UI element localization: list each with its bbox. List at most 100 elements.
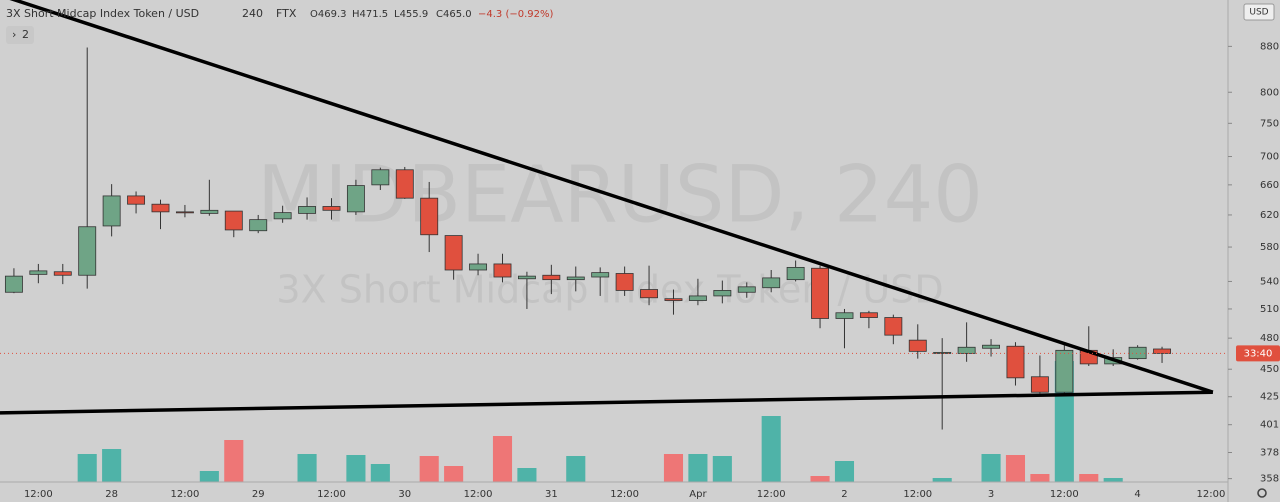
watermark-symbol: MIDBEARUSD, 240 <box>257 150 983 240</box>
volume-bar <box>370 464 390 482</box>
volume-bar <box>77 454 97 482</box>
y-tick-label: 700.0 <box>1260 152 1280 163</box>
ohlc-high: H471.5 <box>352 9 388 20</box>
candle-body <box>224 210 243 231</box>
candle-body <box>517 275 536 280</box>
volume-bar <box>663 454 684 482</box>
x-tick-label: 12:00 <box>1196 489 1225 500</box>
candle-body <box>444 235 463 271</box>
candle-body <box>664 298 683 301</box>
countdown-label: 33:40 <box>1244 348 1273 359</box>
x-tick-label: Apr <box>689 489 707 500</box>
ohlc-low: L455.9 <box>394 9 428 20</box>
x-tick-label: 12:00 <box>610 489 639 500</box>
candle-body <box>615 273 634 291</box>
volume-bar <box>1103 478 1123 482</box>
y-tick-label: 425.0 <box>1260 392 1280 403</box>
currency-label: USD <box>1249 8 1268 18</box>
candle-body <box>249 219 268 232</box>
candle-body <box>1128 346 1147 360</box>
candle-body <box>566 276 585 281</box>
gear[interactable] <box>1257 488 1267 498</box>
candle-body <box>420 197 439 236</box>
settings-icon[interactable] <box>1257 488 1267 498</box>
candle-body <box>957 346 976 354</box>
indicators-arrow: › <box>12 28 16 41</box>
y-tick-label: 540.0 <box>1260 276 1280 287</box>
x-tick-label: 12:00 <box>757 489 786 500</box>
candle-body <box>175 211 194 214</box>
volume-bar <box>517 468 537 482</box>
volume-bar <box>224 440 244 482</box>
y-tick-label: 580.0 <box>1260 242 1280 253</box>
volume-bar <box>346 455 366 482</box>
x-tick-label: 12:00 <box>903 489 932 500</box>
candle-body <box>371 169 390 186</box>
candle-body <box>762 277 781 289</box>
y-tick-label: 750.0 <box>1260 118 1280 129</box>
candle-body <box>493 263 512 278</box>
candle-body <box>346 185 365 213</box>
volume-bar <box>761 416 781 482</box>
volume-bar <box>419 456 439 482</box>
candle-body <box>835 312 854 319</box>
exchange: FTX <box>276 7 297 20</box>
currency-button[interactable] <box>1243 3 1275 21</box>
candle-body <box>78 226 97 276</box>
candle-body <box>53 271 72 276</box>
candle-body <box>29 270 48 275</box>
candle-body <box>1153 348 1171 354</box>
candles <box>4 47 1171 430</box>
ohlc-close: C465.0 <box>436 9 472 20</box>
candle-body <box>908 339 927 352</box>
candle-body <box>469 263 488 271</box>
y-tick-label: 480.0 <box>1260 333 1280 344</box>
indicators-toggle[interactable] <box>6 26 34 44</box>
x-tick-label: 12:00 <box>24 489 53 500</box>
countdown-tag <box>1236 345 1280 362</box>
y-tick-label: 378.5 <box>1260 447 1280 458</box>
trendline <box>9 0 1214 394</box>
x-tick-label: 12:00 <box>171 489 200 500</box>
indicators-count: 2 <box>22 28 29 41</box>
candle-body <box>859 312 878 318</box>
candle-body <box>298 206 317 214</box>
candle-body <box>1006 345 1025 379</box>
volume-bar <box>981 454 1001 482</box>
candle-body <box>688 295 707 301</box>
x-tick-label: 2 <box>841 489 847 500</box>
candle-body <box>4 275 23 293</box>
ohlc-open: O469.3 <box>310 9 347 20</box>
candle-body <box>395 169 414 199</box>
x-tick-label: 4 <box>1134 489 1140 500</box>
volume-bar <box>492 436 513 482</box>
y-tick-label: 358.5 <box>1260 474 1280 485</box>
volume-bar <box>688 454 708 482</box>
candle-body <box>737 286 756 293</box>
candle-body <box>591 272 610 278</box>
volume-bar <box>199 471 219 482</box>
volume-bar <box>297 454 317 482</box>
y-tick-label: 660.0 <box>1260 180 1280 191</box>
volume-bar <box>932 478 952 482</box>
y-tick-label: 510.0 <box>1260 304 1280 315</box>
candle-body <box>640 289 659 299</box>
volume-bar <box>810 476 830 482</box>
x-tick-label: 30 <box>398 489 411 500</box>
x-tick-label: 3 <box>988 489 994 500</box>
trendlines <box>0 0 1214 415</box>
ohlc-change: −4.3 (−0.92%) <box>478 9 554 20</box>
volume-bar <box>1005 455 1026 482</box>
candle-body <box>273 212 292 220</box>
x-tick-label: 12:00 <box>317 489 346 500</box>
trendline <box>0 390 1213 415</box>
x-tick-label: 29 <box>252 489 265 500</box>
header: 3X Short Midcap Index Token / USD 240 FT… <box>6 7 554 44</box>
y-tick-label: 880.0 <box>1260 41 1280 52</box>
volume-bar <box>444 466 464 482</box>
volume-bar <box>834 461 855 482</box>
volume-bar <box>712 456 732 482</box>
